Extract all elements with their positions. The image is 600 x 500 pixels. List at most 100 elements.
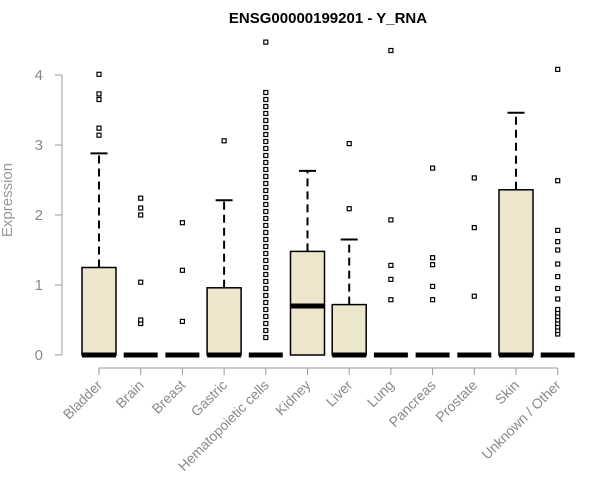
outlier-point: [555, 285, 561, 292]
outlier-point: [263, 313, 269, 320]
outlier-point: [263, 327, 269, 334]
box-series: [81, 39, 575, 358]
box-iqr: [331, 303, 367, 356]
outlier-point: [346, 206, 352, 212]
box-group: [457, 175, 492, 358]
outlier-point: [263, 194, 269, 201]
outlier-point: [263, 166, 269, 173]
y-tick-label: 0: [35, 347, 43, 364]
outlier-point: [263, 292, 269, 299]
outlier-point: [555, 306, 561, 313]
outlier-point: [138, 195, 144, 201]
outlier-point: [430, 262, 436, 268]
outlier-point: [263, 131, 269, 138]
outlier-point: [138, 212, 144, 218]
y-tick-label: 1: [35, 277, 43, 294]
outlier-point: [263, 117, 269, 124]
outlier-point: [263, 208, 269, 215]
outlier-point: [263, 236, 269, 243]
outlier-point: [430, 165, 436, 171]
outlier-point: [471, 225, 477, 231]
outlier-point: [179, 220, 185, 226]
outlier-point: [430, 255, 436, 261]
outlier-point: [138, 205, 144, 211]
outlier-point: [263, 264, 269, 271]
box-group: [373, 47, 408, 358]
y-axis: 0 1 2 3 4: [35, 67, 63, 364]
x-tick-label: Liver: [323, 377, 356, 410]
y-axis-label: Expression: [0, 163, 16, 237]
outlier-point: [471, 175, 477, 181]
chart-title: ENSG00000199201 - Y_RNA: [229, 10, 427, 27]
outlier-point: [263, 173, 269, 180]
outlier-point: [263, 285, 269, 292]
x-tick-label: Kidney: [272, 377, 314, 419]
outlier-point: [96, 132, 102, 138]
outlier-point: [263, 96, 269, 103]
outlier-point: [263, 159, 269, 166]
box-group: [248, 39, 283, 358]
x-tick-label: Brain: [112, 377, 146, 411]
outlier-point: [263, 180, 269, 187]
outlier-point: [96, 96, 102, 103]
outlier-point: [555, 178, 561, 184]
outlier-point: [555, 66, 561, 73]
box-iqr: [206, 287, 242, 356]
outlier-point: [555, 247, 561, 253]
outlier-point: [263, 320, 269, 327]
outlier-point: [96, 71, 102, 77]
x-tick-label: Bladder: [60, 377, 106, 423]
outlier-point: [430, 283, 436, 289]
y-tick-label: 3: [35, 137, 43, 154]
outlier-point: [263, 138, 269, 145]
box-group: [206, 138, 242, 358]
outlier-point: [263, 152, 269, 159]
outlier-point: [263, 201, 269, 208]
outlier-point: [263, 229, 269, 236]
outlier-point: [263, 215, 269, 222]
box-group: [289, 169, 326, 356]
outlier-point: [555, 239, 561, 245]
box-group: [498, 111, 534, 358]
outlier-point: [263, 124, 269, 131]
box-group: [540, 66, 575, 358]
outlier-point: [263, 278, 269, 285]
x-tick-label: Prostate: [432, 377, 480, 425]
outlier-point: [555, 296, 561, 302]
x-tick-label: Breast: [149, 377, 189, 417]
box-group: [331, 141, 367, 358]
outlier-point: [263, 89, 269, 96]
outlier-point: [346, 141, 352, 147]
outlier-point: [263, 39, 269, 45]
box-group: [81, 71, 117, 358]
outlier-point: [555, 227, 561, 233]
outlier-point: [263, 243, 269, 250]
outlier-point: [263, 257, 269, 264]
outlier-point: [263, 334, 269, 341]
box-group: [123, 195, 158, 358]
y-tick-label: 2: [35, 207, 43, 224]
outlier-point: [179, 267, 185, 273]
outlier-point: [430, 297, 436, 303]
x-tick-label: Lung: [364, 377, 397, 410]
outlier-point: [138, 317, 144, 323]
outlier-point: [263, 187, 269, 194]
outlier-point: [263, 222, 269, 229]
outlier-point: [388, 262, 394, 268]
outlier-point: [221, 138, 227, 144]
outlier-point: [263, 299, 269, 306]
box-group: [415, 165, 450, 358]
outlier-point: [96, 91, 102, 97]
outlier-point: [263, 145, 269, 152]
outlier-point: [388, 276, 394, 282]
x-tick-label: Skin: [492, 377, 523, 408]
outlier-point: [179, 318, 185, 324]
box-iqr: [81, 266, 117, 356]
outlier-point: [388, 47, 394, 54]
outlier-point: [263, 103, 269, 110]
outlier-point: [555, 261, 561, 267]
box-iqr: [289, 250, 326, 356]
box-group: [165, 220, 200, 358]
